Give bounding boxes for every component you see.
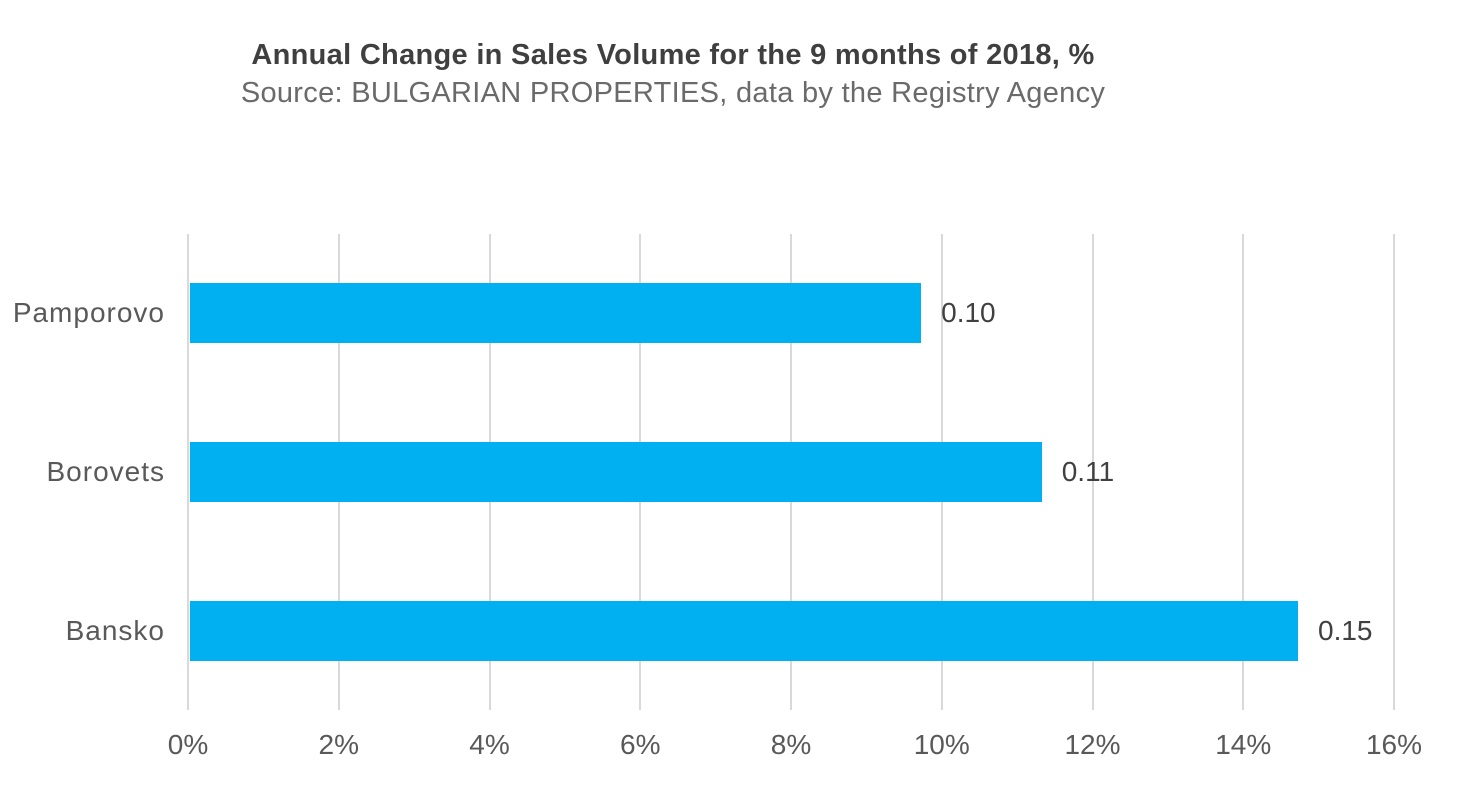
x-axis-tick-6%: 6%: [620, 729, 661, 760]
data-label-borovets: 0.11: [1061, 456, 1115, 487]
chart-subtitle: Source: BULGARIAN PROPERTIES, data by th…: [240, 77, 1106, 109]
gridline-14%: [1242, 234, 1245, 710]
bar-bansko: [190, 600, 1298, 661]
x-axis-tick-4%: 4%: [469, 729, 510, 760]
chart-title: Annual Change in Sales Volume for the 9 …: [251, 39, 1095, 71]
x-axis-tick-0%: 0%: [167, 729, 209, 760]
category-label-pamporovo: Pamporovo: [12, 297, 165, 329]
category-label-bansko: Bansko: [65, 614, 165, 646]
data-label-bansko: 0.15: [1318, 614, 1373, 646]
gridline-12%: [1091, 234, 1094, 710]
x-axis-tick-10%: 10%: [913, 729, 970, 760]
x-axis-tick-8%: 8%: [770, 729, 812, 760]
gridline-16%: [1393, 234, 1395, 710]
x-axis-tick-16%: 16%: [1365, 729, 1423, 760]
bar-borovets: [190, 442, 1042, 502]
gridline-0%: [187, 234, 189, 710]
x-axis-tick-2%: 2%: [318, 729, 359, 760]
plot-area: 0.10 0.11 0.15: [187, 234, 1395, 710]
x-axis-tick-12%: 12%: [1064, 729, 1121, 760]
chart-header: Annual Change in Sales Volume for the 9 …: [0, 38, 1346, 111]
x-axis-tick-14%: 14%: [1215, 729, 1272, 760]
category-label-borovets: Borovets: [46, 456, 165, 487]
data-label-pamporovo: 0.10: [941, 297, 996, 329]
bar-pamporovo: [190, 283, 922, 344]
